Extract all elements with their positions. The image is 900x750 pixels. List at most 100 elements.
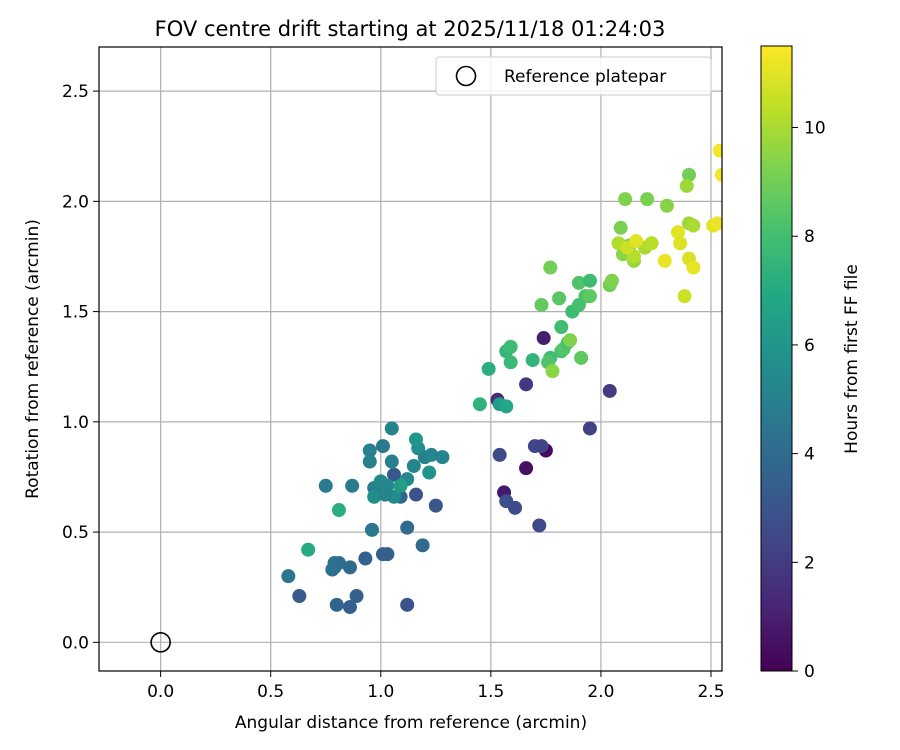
y-tick-label: 0.0 <box>62 633 89 653</box>
colorbar-tick-label: 4 <box>804 445 815 465</box>
data-point <box>644 236 659 251</box>
data-point <box>534 439 549 454</box>
legend-label: Reference platepar <box>504 67 666 87</box>
data-point <box>503 355 518 370</box>
data-point <box>364 522 379 537</box>
data-point <box>640 192 655 207</box>
data-point <box>358 551 373 566</box>
data-point <box>384 421 399 436</box>
x-axis-ticks: 0.0 0.5 1.0 1.5 2.0 2.5 <box>147 671 725 702</box>
plot-area: 0.0 0.5 1.0 1.5 2.0 2.5 0.0 0.5 1.0 1.5 2.0 2.5 <box>62 46 725 702</box>
data-point <box>715 167 722 182</box>
data-point <box>378 487 393 502</box>
x-tick-label: 1.0 <box>367 682 394 702</box>
data-point <box>400 520 415 535</box>
legend-box: Reference platepar <box>435 56 712 96</box>
data-point <box>508 500 523 515</box>
data-point <box>534 297 549 312</box>
legend-frame <box>435 56 712 96</box>
y-tick-label: 2.0 <box>62 192 89 212</box>
data-point <box>552 291 567 306</box>
y-tick-label: 1.0 <box>62 413 89 433</box>
data-point <box>554 320 569 335</box>
x-tick-label: 0.5 <box>257 682 284 702</box>
data-point <box>301 542 316 557</box>
x-tick-label: 1.5 <box>477 682 504 702</box>
data-point <box>686 218 701 233</box>
data-point <box>618 192 633 207</box>
data-point <box>400 597 415 612</box>
data-point <box>481 361 496 376</box>
data-point <box>406 458 421 473</box>
data-point <box>292 589 307 604</box>
data-point <box>629 234 644 249</box>
data-point <box>543 260 558 275</box>
data-point <box>318 478 333 493</box>
data-point <box>519 461 534 476</box>
data-point <box>375 439 390 454</box>
data-point <box>659 198 674 213</box>
data-point <box>362 454 377 469</box>
data-point <box>331 503 346 518</box>
colorbar: 0 2 4 6 8 10 Hours from first FF file <box>760 45 862 682</box>
data-point <box>574 350 589 365</box>
data-point <box>349 589 364 604</box>
x-tick-label: 2.5 <box>697 682 724 702</box>
data-point <box>424 447 439 462</box>
data-point <box>281 569 296 584</box>
data-point <box>415 538 430 553</box>
data-points <box>281 143 722 615</box>
data-point <box>325 562 340 577</box>
data-point <box>380 547 395 562</box>
data-point <box>472 397 487 412</box>
data-point <box>712 143 722 158</box>
x-tick-label: 2.0 <box>587 682 614 702</box>
colorbar-label: Hours from first FF file <box>842 264 862 454</box>
data-point <box>422 465 437 480</box>
chart-title: FOV centre drift starting at 2025/11/18 … <box>155 17 666 41</box>
data-point <box>563 333 578 348</box>
data-point <box>673 236 688 251</box>
data-point <box>428 498 443 513</box>
data-point <box>710 216 722 231</box>
data-point <box>571 275 586 290</box>
y-axis-ticks: 0.0 0.5 1.0 1.5 2.0 2.5 <box>62 82 99 653</box>
data-point <box>409 432 424 447</box>
data-point <box>367 489 382 504</box>
data-point <box>519 377 534 392</box>
data-point <box>362 443 377 458</box>
data-point <box>492 447 507 462</box>
data-point <box>532 518 547 533</box>
reference-platepar-marker <box>150 632 171 653</box>
data-point <box>393 478 408 493</box>
colorbar-ticks: 0 2 4 6 8 10 <box>792 119 826 682</box>
data-point <box>536 331 551 346</box>
y-axis-label: Rotation from reference (arcmin) <box>23 219 43 499</box>
data-point <box>345 478 360 493</box>
data-point <box>499 399 514 414</box>
data-point <box>604 273 619 288</box>
data-point <box>329 597 344 612</box>
data-point <box>386 467 401 482</box>
data-point <box>435 450 450 465</box>
colorbar-tick-label: 2 <box>804 553 815 573</box>
colorbar-tick-label: 6 <box>804 336 815 356</box>
data-point <box>582 289 597 304</box>
data-point <box>613 220 628 235</box>
data-point <box>679 178 694 193</box>
data-point <box>677 289 692 304</box>
data-point <box>545 364 560 379</box>
grid-lines <box>99 47 722 671</box>
data-point <box>409 487 424 502</box>
legend-marker-icon <box>455 65 477 87</box>
data-point <box>582 421 597 436</box>
y-tick-label: 2.5 <box>62 82 89 102</box>
data-point <box>686 260 701 275</box>
colorbar-gradient <box>760 45 793 672</box>
plot-frame <box>98 46 723 672</box>
data-point <box>342 560 357 575</box>
colorbar-tick-label: 10 <box>804 119 826 139</box>
data-point <box>670 225 685 240</box>
